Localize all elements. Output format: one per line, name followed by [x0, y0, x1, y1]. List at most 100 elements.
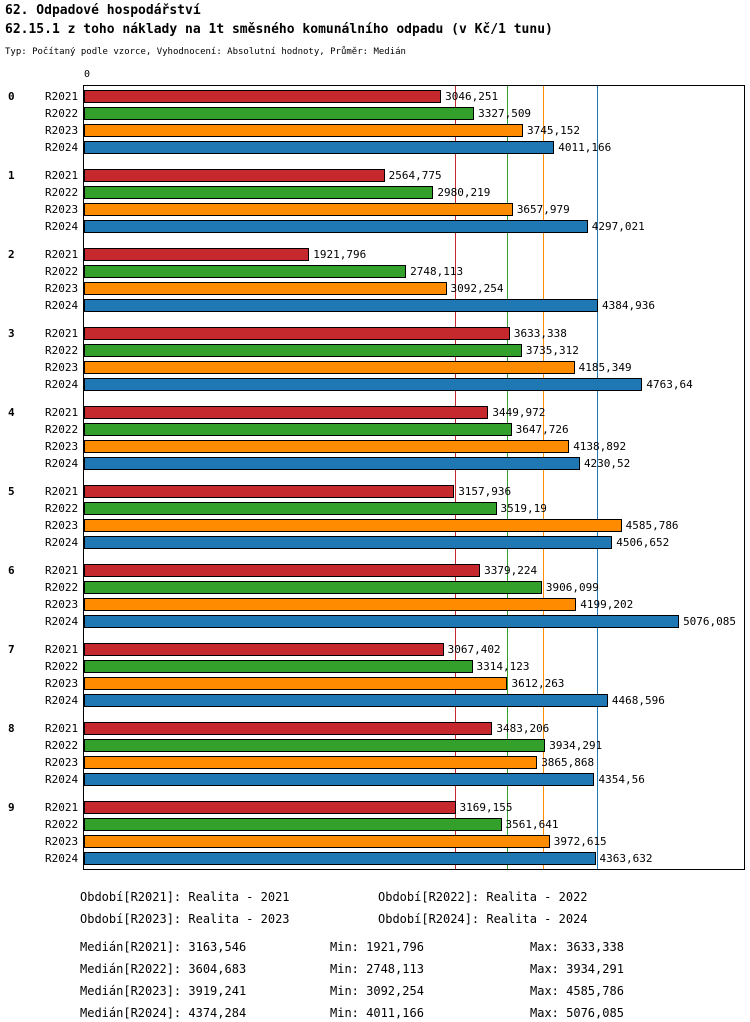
bar-value-label: 3379,224	[484, 564, 538, 577]
bar-value-label: 4297,021	[591, 220, 645, 233]
bar-R2021	[84, 643, 444, 656]
group-label	[0, 756, 45, 773]
group-label: 4	[8, 406, 15, 419]
bar-track: 4354,56	[84, 773, 744, 786]
bar-track: 3934,291	[84, 739, 744, 752]
bar-value-label: 3735,312	[525, 344, 579, 357]
bar-value-label: 4384,936	[602, 299, 656, 312]
year-label: R2024	[45, 615, 79, 628]
bar-R2022	[84, 660, 473, 673]
bar-row: R2024 4354,56	[0, 773, 750, 790]
bar-group-0: 0 R2021 3046,251 R2022 3327,509 R2023 3745,152…	[0, 90, 750, 158]
bar-value-label: 4585,786	[625, 519, 679, 532]
stat-min: Min: 3092,254	[330, 984, 424, 998]
bar-track: 3561,641	[84, 818, 744, 831]
year-label: R2021	[45, 90, 79, 103]
bar-row: R2022 3647,726	[0, 423, 750, 440]
group-label: 1	[8, 169, 15, 182]
year-label: R2022	[45, 423, 79, 436]
bar-value-label: 3327,509	[478, 107, 532, 120]
bar-group-9: 9 R2021 3169,155 R2022 3561,641 R2023 3972,615…	[0, 801, 750, 869]
group-label	[0, 220, 45, 237]
bar-group-2: 2 R2021 1921,796 R2022 2748,113 R2023 3092,254…	[0, 248, 750, 316]
year-label: R2024	[45, 141, 79, 154]
stats-row: Medián[R2023]: 3919,241 Min: 3092,254 Max:…	[80, 980, 624, 1002]
bar-R2023	[84, 440, 570, 453]
bar-R2021	[84, 722, 493, 735]
year-label: R2023	[45, 519, 79, 532]
bar-row: 7 R2021 3067,402	[0, 643, 750, 660]
bar-row: 0 R2021 3046,251	[0, 90, 750, 107]
bar-row: R2022 3561,641	[0, 818, 750, 835]
bar-value-label: 2564,775	[388, 169, 442, 182]
bar-R2024	[84, 852, 596, 865]
legend-item: Období[R2023]: Realita - 2023	[80, 912, 290, 926]
bar-R2024	[84, 220, 588, 233]
bar-value-label: 4199,202	[580, 598, 634, 611]
bar-row: R2022 3327,509	[0, 107, 750, 124]
bar-row: R2024 4297,021	[0, 220, 750, 237]
year-label: R2021	[45, 485, 79, 498]
bar-R2023	[84, 519, 622, 532]
bar-R2022	[84, 818, 502, 831]
bar-R2021	[84, 248, 310, 261]
year-label: R2022	[45, 107, 79, 120]
bar-track: 4011,166	[84, 141, 744, 154]
bar-value-label: 3157,936	[458, 485, 512, 498]
bar-row: R2023 3745,152	[0, 124, 750, 141]
bar-value-label: 4185,349	[578, 361, 632, 374]
bar-row: 8 R2021 3483,206	[0, 722, 750, 739]
bar-row: R2023 3972,615	[0, 835, 750, 852]
bar-row: 4 R2021 3449,972	[0, 406, 750, 423]
bar-value-label: 5076,085	[683, 615, 737, 628]
median-line-R2023	[543, 86, 545, 869]
bar-R2023	[84, 361, 575, 374]
bar-R2022	[84, 423, 512, 436]
group-label	[0, 852, 45, 869]
group-label	[0, 818, 45, 835]
bar-value-label: 3612,263	[511, 677, 565, 690]
group-label	[0, 265, 45, 282]
bar-row: R2023 3092,254	[0, 282, 750, 299]
bar-track: 4185,349	[84, 361, 744, 374]
bar-group-6: 6 R2021 3379,224 R2022 3906,099 R2023 4199,202…	[0, 564, 750, 632]
bar-value-label: 3633,338	[513, 327, 567, 340]
bar-R2023	[84, 756, 538, 769]
group-label	[0, 536, 45, 553]
bar-R2021	[84, 564, 481, 577]
bar-value-label: 4230,52	[583, 457, 631, 470]
bar-track: 3483,206	[84, 722, 744, 735]
bar-R2024	[84, 536, 613, 549]
year-label: R2023	[45, 124, 79, 137]
bar-track: 3046,251	[84, 90, 744, 103]
bar-track: 4363,632	[84, 852, 744, 865]
bar-row: R2023 3865,868	[0, 756, 750, 773]
group-label	[0, 141, 45, 158]
group-label	[0, 299, 45, 316]
legend-item: Období[R2022]: Realita - 2022	[378, 890, 588, 904]
bar-value-label: 2980,219	[437, 186, 491, 199]
bar-row: R2022 3934,291	[0, 739, 750, 756]
bar-R2024	[84, 615, 680, 628]
bar-R2023	[84, 677, 508, 690]
bar-R2022	[84, 107, 475, 120]
stat-median: Medián[R2023]: 3919,241	[80, 984, 247, 998]
median-line-R2022	[506, 86, 508, 869]
group-label	[0, 598, 45, 615]
year-label: R2023	[45, 598, 79, 611]
bar-value-label: 3519,19	[500, 502, 547, 515]
year-label: R2021	[45, 406, 79, 419]
bar-row: 9 R2021 3169,155	[0, 801, 750, 818]
group-label	[0, 615, 45, 632]
bar-track: 3633,338	[84, 327, 744, 340]
bar-row: R2024 4763,64	[0, 378, 750, 395]
year-label: R2022	[45, 660, 79, 673]
group-label: 5	[8, 485, 15, 498]
bar-row: R2023 3657,979	[0, 203, 750, 220]
bar-R2024	[84, 378, 643, 391]
group-label	[0, 124, 45, 141]
year-label: R2023	[45, 282, 79, 295]
bar-track: 3735,312	[84, 344, 744, 357]
group-label	[0, 378, 45, 395]
bar-R2024	[84, 694, 608, 707]
